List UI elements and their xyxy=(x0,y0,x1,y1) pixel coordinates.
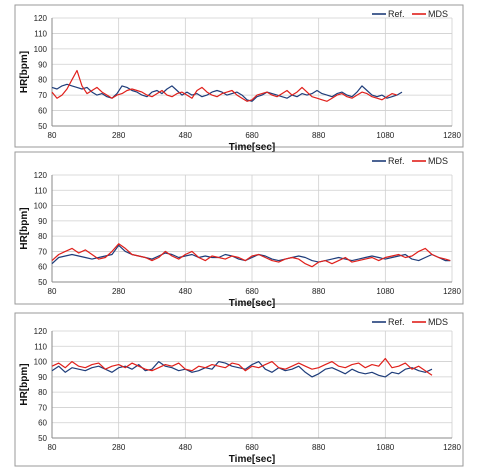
x-tick-label: 80 xyxy=(48,443,57,452)
x-tick-label: 280 xyxy=(112,287,126,296)
legend-label: Ref. xyxy=(388,9,405,19)
x-tick-label: 680 xyxy=(245,131,259,140)
y-tick-label: 80 xyxy=(38,388,47,397)
y-tick-label: 50 xyxy=(38,434,47,443)
x-tick-label: 480 xyxy=(179,131,193,140)
x-tick-label: 1080 xyxy=(376,287,394,296)
y-tick-label: 90 xyxy=(38,217,47,226)
x-axis-title: Time[sec] xyxy=(229,454,276,465)
legend-label: MDS xyxy=(428,156,448,166)
chart-panel-3: 50 60 70 80 90 100 110 120 80 280 480 680 880 1080 128… xyxy=(14,312,464,467)
y-tick-label: 120 xyxy=(34,14,48,23)
chart-panel-2: 50 60 70 80 90 100 110 120 80 280 480 680 880 1080 128… xyxy=(14,151,464,309)
y-axis-title: HR[bpm] xyxy=(19,207,30,249)
y-axis-title: HR[bpm] xyxy=(19,51,30,93)
x-tick-label: 880 xyxy=(312,287,326,296)
series-line-mds xyxy=(51,357,433,376)
y-tick-label: 110 xyxy=(34,186,47,195)
x-axis-title: Time[sec] xyxy=(229,298,276,309)
y-tick-label: 50 xyxy=(38,278,47,287)
y-tick-label: 110 xyxy=(34,29,47,38)
y-axis-title: HR[bpm] xyxy=(19,363,30,405)
series-line-mds xyxy=(51,69,398,102)
y-tick-label: 70 xyxy=(38,403,47,412)
legend-label: MDS xyxy=(428,9,448,19)
y-tick-label: 60 xyxy=(38,107,47,116)
panel-frame xyxy=(14,4,464,148)
x-tick-label: 1280 xyxy=(443,443,461,452)
chart-panel-1: 50 60 70 80 90 100 110 120 80 280 480 680 880 1080 128… xyxy=(14,4,464,153)
series-line-ref xyxy=(51,244,451,265)
x-tick-label: 80 xyxy=(48,131,57,140)
y-tick-label: 90 xyxy=(38,60,47,69)
y-tick-label: 70 xyxy=(38,91,47,100)
x-axis-title: Time[sec] xyxy=(229,142,276,153)
y-tick-label: 90 xyxy=(38,373,47,382)
y-tick-label: 120 xyxy=(34,327,48,336)
x-tick-label: 480 xyxy=(179,443,193,452)
x-tick-label: 280 xyxy=(112,131,126,140)
panel-frame xyxy=(14,151,464,305)
x-tick-label: 880 xyxy=(312,131,326,140)
legend: Ref. MDS xyxy=(372,9,448,19)
legend: Ref. MDS xyxy=(372,317,448,327)
x-tick-label: 1080 xyxy=(376,443,394,452)
x-tick-label: 1280 xyxy=(443,287,461,296)
x-tick-label: 80 xyxy=(48,287,57,296)
x-tick-label: 680 xyxy=(245,443,259,452)
y-tick-label: 80 xyxy=(38,232,47,241)
legend-label: Ref. xyxy=(388,317,405,327)
y-tick-label: 60 xyxy=(38,419,47,428)
x-tick-label: 880 xyxy=(312,443,326,452)
y-tick-label: 60 xyxy=(38,263,47,272)
y-tick-label: 70 xyxy=(38,247,47,256)
x-tick-label: 480 xyxy=(179,287,193,296)
legend: Ref. MDS xyxy=(372,156,448,166)
y-tick-label: 100 xyxy=(34,202,48,211)
y-tick-label: 100 xyxy=(34,45,48,54)
y-tick-label: 110 xyxy=(34,342,47,351)
legend-label: MDS xyxy=(428,317,448,327)
y-tick-label: 50 xyxy=(38,122,47,131)
y-tick-label: 100 xyxy=(34,358,48,367)
legend-label: Ref. xyxy=(388,156,405,166)
x-tick-label: 1080 xyxy=(376,131,394,140)
x-tick-label: 1280 xyxy=(443,131,461,140)
x-tick-label: 680 xyxy=(245,287,259,296)
series-line-mds xyxy=(51,243,451,268)
y-tick-label: 120 xyxy=(34,171,48,180)
y-tick-label: 80 xyxy=(38,76,47,85)
panel-frame xyxy=(14,312,464,467)
x-tick-label: 280 xyxy=(112,443,126,452)
